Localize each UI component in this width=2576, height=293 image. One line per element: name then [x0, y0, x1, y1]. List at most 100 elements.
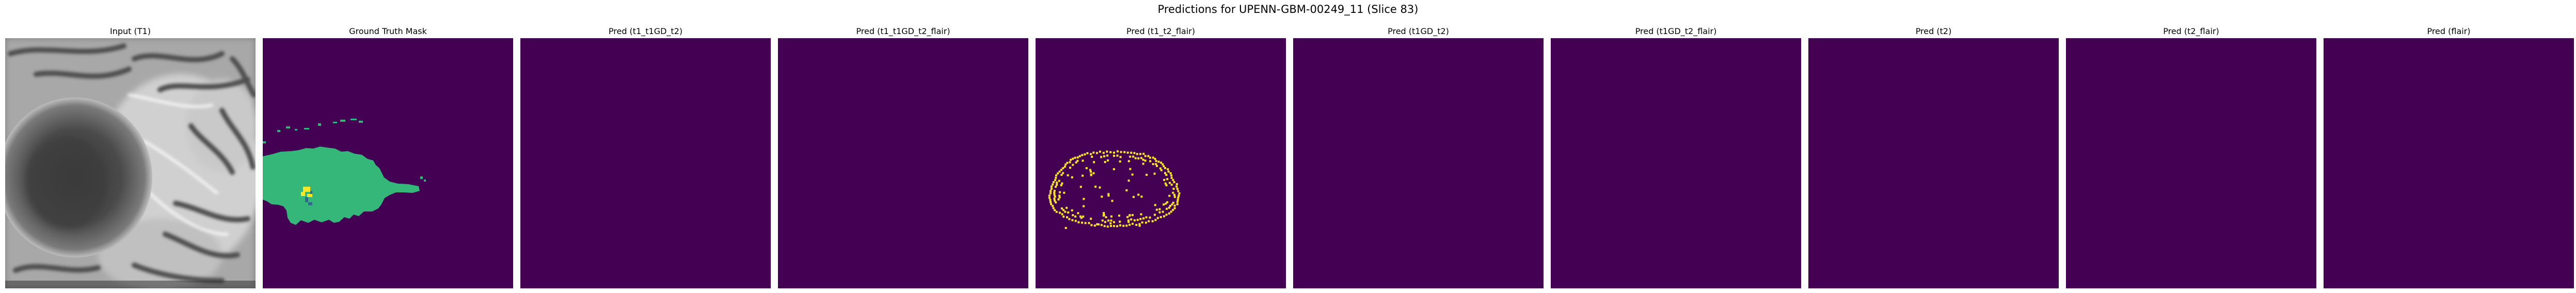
- ring-pixel: [1157, 160, 1160, 163]
- ring-pixel: [1054, 209, 1056, 211]
- ring-pixel: [1131, 214, 1134, 216]
- ring-pixel: [1058, 170, 1061, 173]
- ring-pixel: [1173, 193, 1175, 196]
- ring-pixel: [1155, 160, 1157, 162]
- pred-flair-mask: [2324, 38, 2574, 288]
- ring-pixel: [1128, 214, 1131, 217]
- ring-pixel: [1125, 189, 1128, 191]
- ring-pixel: [1053, 189, 1056, 192]
- ring-pixel: [1060, 174, 1063, 176]
- ring-pixel: [1055, 176, 1057, 179]
- ring-pixel: [1109, 222, 1112, 224]
- ring-prediction-svg: [1036, 38, 1286, 288]
- ring-pixel: [1142, 153, 1145, 155]
- ring-pixel: [1113, 155, 1115, 157]
- ring-pixel: [1059, 211, 1061, 214]
- ring-pixel: [1085, 167, 1088, 169]
- ring-pixel: [1170, 176, 1173, 179]
- ring-pixel: [1168, 194, 1171, 197]
- ring-pixel: [1135, 224, 1138, 226]
- ring-pixel: [1159, 167, 1162, 170]
- ring-pixel: [1062, 172, 1064, 174]
- panel-title-ground-truth: Ground Truth Mask: [349, 26, 427, 36]
- ring-pixel: [1090, 173, 1092, 176]
- ring-pixel: [1119, 156, 1122, 158]
- ring-pixel: [1163, 215, 1165, 218]
- ring-pixel: [1082, 215, 1085, 218]
- ring-pixel: [1077, 212, 1079, 215]
- ring-pixel: [1055, 186, 1057, 188]
- ring-pixel: [1163, 165, 1165, 168]
- ring-pixel: [1053, 193, 1056, 196]
- ground-truth-mask: [263, 38, 513, 288]
- ring-pixel: [1053, 191, 1056, 194]
- ring-pixel: [1089, 169, 1091, 171]
- ring-pixel: [1052, 207, 1055, 209]
- panel-title-pred-t1-t1gd-t2: Pred (t1_t1GD_t2): [608, 26, 683, 36]
- ring-pixel: [1130, 218, 1133, 221]
- ring-pixel: [1058, 194, 1061, 197]
- ring-pixel: [1100, 224, 1103, 226]
- ring-pixel: [1163, 203, 1165, 206]
- ring-pixel: [1082, 159, 1084, 162]
- ring-pixel: [1074, 220, 1077, 222]
- ring-pixel: [1171, 203, 1173, 206]
- ring-pixel: [1081, 221, 1084, 224]
- ring-pixel: [1095, 152, 1098, 154]
- ring-pixel: [1162, 163, 1164, 166]
- ring-pixel: [1153, 172, 1156, 175]
- ring-pixel: [1090, 170, 1092, 173]
- ring-pixel: [1168, 212, 1170, 215]
- ring-pixel: [1154, 219, 1157, 221]
- ring-pixel: [1072, 214, 1074, 217]
- ring-pixel: [1123, 151, 1126, 153]
- ring-pixel: [1138, 224, 1141, 227]
- pred-t1gd-t2-flair-mask: [1551, 38, 1801, 288]
- ring-pixel: [1172, 202, 1174, 204]
- ring-pixel: [1066, 161, 1069, 164]
- ring-pixel: [1058, 180, 1060, 182]
- ring-pixel: [1107, 159, 1109, 161]
- ring-pixel: [1148, 220, 1150, 222]
- ring-pixel: [1164, 167, 1166, 169]
- ring-pixel: [1057, 172, 1059, 175]
- ring-pixel: [1128, 223, 1131, 226]
- ring-pixel: [1077, 221, 1080, 223]
- ring-pixel: [1062, 167, 1064, 169]
- ring-pixel: [1156, 165, 1158, 167]
- ring-pixel: [1138, 223, 1141, 225]
- ring-pixel: [1103, 225, 1106, 227]
- ring-pixel: [1177, 197, 1180, 199]
- panel-title-pred-t1gd-t2-flair: Pred (t1GD_t2_flair): [1635, 26, 1717, 36]
- ring-pixel: [1170, 210, 1172, 213]
- ring-pixel: [1126, 151, 1129, 154]
- ring-pixel: [1133, 219, 1136, 222]
- ring-pixel: [1149, 160, 1152, 162]
- ring-pixel: [1133, 152, 1136, 154]
- ring-pixel: [1166, 207, 1168, 210]
- ring-pixel: [1162, 210, 1164, 213]
- ring-pixel: [1111, 200, 1114, 202]
- ring-pixel: [1093, 161, 1095, 164]
- ring-pixel: [1140, 213, 1142, 216]
- ring-pixel: [1101, 196, 1103, 198]
- ring-pixel: [1070, 158, 1072, 161]
- ring-pixel: [1119, 220, 1121, 223]
- ring-pixel: [1125, 224, 1128, 227]
- ring-pixel: [1103, 155, 1105, 157]
- ring-pixel: [1056, 182, 1058, 184]
- ring-pixel: [1054, 179, 1057, 182]
- ring-pixel: [1057, 198, 1060, 201]
- ring-pixel: [1058, 196, 1061, 199]
- panel-title-pred-t2-flair: Pred (t2_flair): [2163, 26, 2219, 36]
- ring-pixel: [1142, 162, 1144, 165]
- ring-pixel: [1091, 156, 1093, 158]
- pred-t2-flair-mask: [2066, 38, 2316, 288]
- ring-pixel: [1092, 172, 1095, 174]
- ring-pixel: [1059, 191, 1061, 193]
- ring-pixel: [1173, 207, 1176, 209]
- pred-t1-t1gd-t2-mask: [520, 38, 771, 288]
- ring-pixel: [1107, 193, 1110, 196]
- ring-pixel: [1106, 225, 1109, 228]
- ring-pixel: [1118, 215, 1120, 217]
